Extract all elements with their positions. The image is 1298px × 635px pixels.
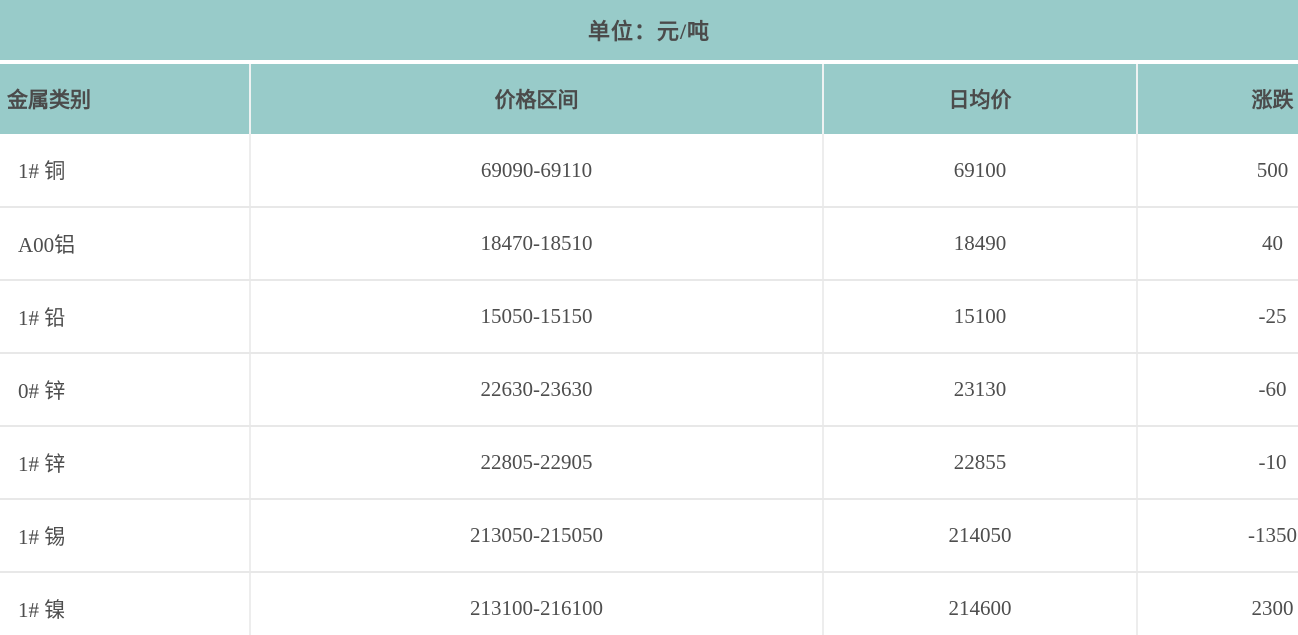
- cell-change: -25: [1136, 280, 1298, 354]
- column-header-change: 涨跌: [1136, 64, 1298, 134]
- cell-change: 40: [1136, 207, 1298, 281]
- unit-label: 单位：元/吨: [587, 19, 711, 44]
- cell-avg: 22855: [822, 426, 1137, 500]
- cell-change: 2300: [1136, 572, 1298, 635]
- price-table-header: 金属类别 价格区间 日均价 涨跌: [0, 64, 1298, 134]
- table-row: 0# 锌 22630-23630 23130 -60: [0, 353, 1298, 427]
- cell-category: A00铝: [0, 207, 250, 281]
- cell-change: -1350: [1136, 499, 1298, 573]
- column-header-category: 金属类别: [0, 64, 250, 134]
- cell-range: 22630-23630: [249, 353, 823, 427]
- cell-category: 1# 铜: [0, 134, 250, 208]
- table-row: 1# 铅 15050-15150 15100 -25: [0, 280, 1298, 354]
- unit-banner: 单位：元/吨: [0, 0, 1298, 60]
- cell-category: 1# 镍: [0, 572, 250, 635]
- cell-change: -10: [1136, 426, 1298, 500]
- cell-avg: 23130: [822, 353, 1137, 427]
- table-row: A00铝 18470-18510 18490 40: [0, 207, 1298, 281]
- cell-avg: 69100: [822, 134, 1137, 208]
- table-row: 1# 铜 69090-69110 69100 500: [0, 134, 1298, 208]
- cell-avg: 18490: [822, 207, 1137, 281]
- cell-category: 1# 锌: [0, 426, 250, 500]
- cell-change: -60: [1136, 353, 1298, 427]
- table-row: 1# 锡 213050-215050 214050 -1350: [0, 499, 1298, 573]
- cell-avg: 15100: [822, 280, 1137, 354]
- cell-avg: 214600: [822, 572, 1137, 635]
- table-row: 1# 镍 213100-216100 214600 2300: [0, 572, 1298, 635]
- cell-avg: 214050: [822, 499, 1137, 573]
- cell-category: 1# 铅: [0, 280, 250, 354]
- cell-range: 69090-69110: [249, 134, 823, 208]
- cell-category: 0# 锌: [0, 353, 250, 427]
- price-table: 金属类别 价格区间 日均价 涨跌 1# 铜 69090-69110 69100 500…: [0, 64, 1298, 635]
- cell-category: 1# 锡: [0, 499, 250, 573]
- table-viewport: 金属类别 价格区间 日均价 涨跌 1# 铜 69090-69110 69100 500…: [0, 64, 1298, 635]
- table-row: 1# 锌 22805-22905 22855 -10: [0, 426, 1298, 500]
- cell-change: 500: [1136, 134, 1298, 208]
- banner-divider: [0, 60, 1298, 64]
- column-header-daily-average: 日均价: [822, 64, 1137, 134]
- cell-range: 22805-22905: [249, 426, 823, 500]
- cell-range: 213100-216100: [249, 572, 823, 635]
- header-row: 金属类别 价格区间 日均价 涨跌: [0, 64, 1298, 134]
- cell-range: 213050-215050: [249, 499, 823, 573]
- column-header-price-range: 价格区间: [249, 64, 823, 134]
- cell-range: 18470-18510: [249, 207, 823, 281]
- price-table-body: 1# 铜 69090-69110 69100 500 A00铝 18470-18510 18…: [0, 134, 1298, 635]
- cell-range: 15050-15150: [249, 280, 823, 354]
